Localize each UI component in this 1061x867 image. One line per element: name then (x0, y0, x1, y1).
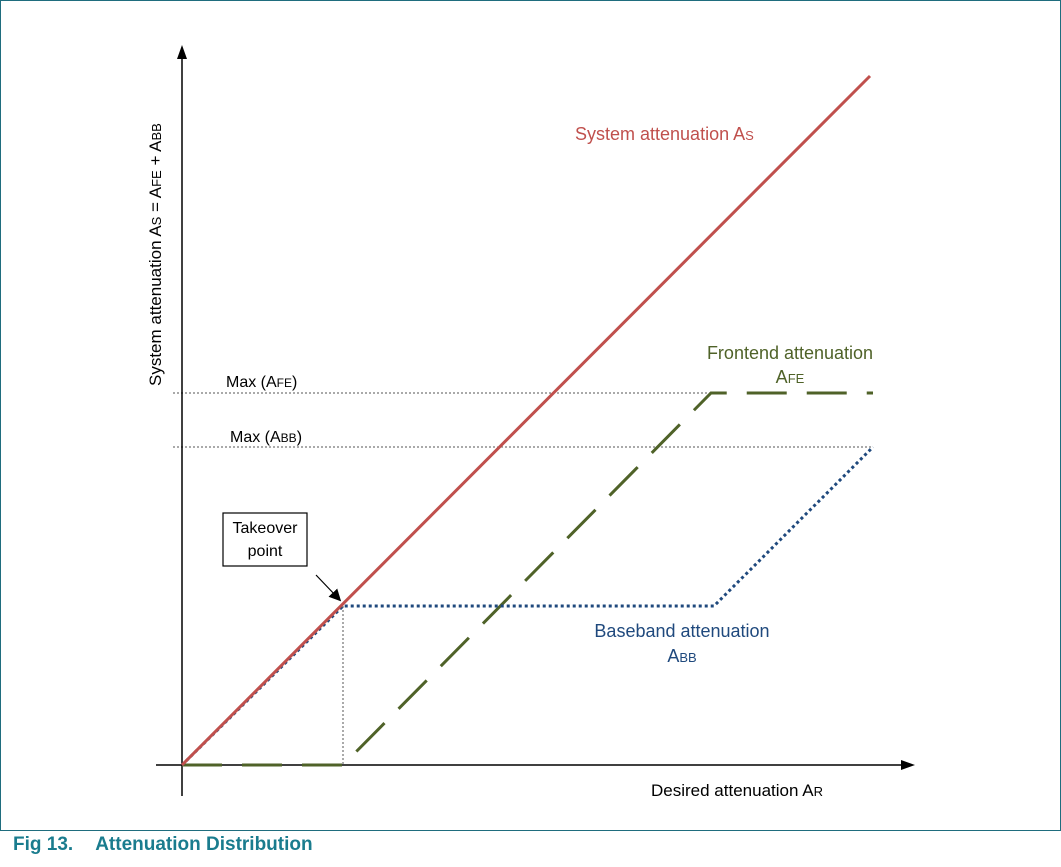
figure-number: Fig 13. (13, 834, 74, 855)
max-abb-label: Max (ABB) (230, 429, 302, 446)
attenuation-diagram: Takeover point Max (AFE) Max (ABB) Syste… (146, 45, 915, 800)
takeover-label-line1: Takeover (233, 520, 299, 537)
takeover-label-line2: point (248, 543, 283, 560)
figure-title: Attenuation Distribution (95, 834, 313, 855)
takeover-callout-box (222, 512, 308, 567)
figure-caption: Fig 13. Attenuation Distribution (13, 834, 313, 856)
max-afe-label: Max (AFE) (226, 374, 297, 391)
takeover-pointer-line (315, 574, 342, 602)
system-attenuation-label: System attenuation AS (575, 124, 754, 144)
baseband-attenuation-label-line2: ABB (667, 646, 696, 666)
frontend-attenuation-label-line2: AFE (776, 367, 805, 387)
system-attenuation-line (180, 74, 872, 767)
y-axis-arrow-icon (177, 45, 187, 59)
baseband-attenuation-line (180, 445, 875, 767)
frontend-attenuation-label-line1: Frontend attenuation (707, 343, 873, 363)
figure-frame: Takeover point Max (AFE) Max (ABB) Syste… (0, 0, 1061, 831)
frontend-attenuation-line (182, 391, 873, 767)
y-axis-label: System attenuation AS = AFE + ABB (146, 123, 165, 386)
x-axis-arrow-icon (901, 760, 915, 770)
baseband-attenuation-label-line1: Baseband attenuation (594, 621, 769, 641)
x-axis-label: Desired attenuation AR (651, 781, 823, 800)
